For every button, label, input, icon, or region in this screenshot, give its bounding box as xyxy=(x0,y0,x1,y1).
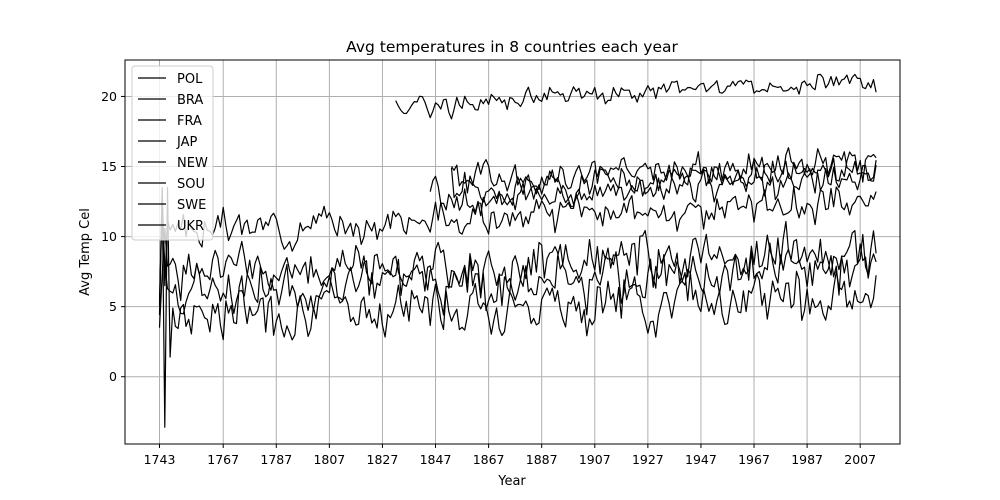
legend-box xyxy=(131,65,214,241)
series-line-bra xyxy=(395,73,877,120)
plot-frame xyxy=(124,59,901,445)
x-tick-label: 1907 xyxy=(579,452,611,467)
legend: POL BRA FRA JAP NEW SOU SWE UKR xyxy=(131,65,214,241)
series-line-fra xyxy=(158,185,877,307)
chart-title: Avg temperatures in 8 countries each yea… xyxy=(346,38,678,56)
y-axis-ticks: 0 5 10 15 20 xyxy=(101,89,125,384)
legend-label-ukr: UKR xyxy=(177,219,204,234)
x-tick-label: 1743 xyxy=(144,452,176,467)
x-tick-label: 1947 xyxy=(685,452,717,467)
x-tick-label: 1967 xyxy=(738,452,770,467)
x-tick-label: 2007 xyxy=(844,452,876,467)
y-axis-label: Avg Temp Cel xyxy=(78,208,93,296)
x-tick-label: 1767 xyxy=(207,452,239,467)
y-tick-label: 10 xyxy=(101,229,117,244)
series-line-ukr xyxy=(158,208,877,316)
series-lines xyxy=(158,73,877,428)
y-tick-label: 5 xyxy=(109,299,117,314)
series-line-pol xyxy=(158,220,877,328)
y-tick-label: 0 xyxy=(109,369,117,384)
y-tick-label: 15 xyxy=(101,159,117,174)
x-tick-label: 1867 xyxy=(473,452,505,467)
legend-label-bra: BRA xyxy=(177,93,203,108)
legend-label-new: NEW xyxy=(177,156,208,171)
legend-label-jap: JAP xyxy=(176,135,197,150)
x-tick-label: 1847 xyxy=(420,452,452,467)
x-tick-label: 1927 xyxy=(632,452,664,467)
x-tick-label: 1787 xyxy=(260,452,292,467)
x-tick-label: 1807 xyxy=(313,452,345,467)
y-tick-label: 20 xyxy=(101,89,117,104)
legend-label-fra: FRA xyxy=(177,114,202,129)
legend-label-swe: SWE xyxy=(177,198,206,213)
legend-label-pol: POL xyxy=(177,72,203,87)
x-axis-ticks: 1743 1767 1787 1807 1827 1847 1867 1887 1907 1927… xyxy=(144,444,876,467)
x-tick-label: 1987 xyxy=(791,452,823,467)
series-line-sou xyxy=(450,148,877,206)
x-tick-label: 1887 xyxy=(526,452,558,467)
x-tick-label: 1827 xyxy=(367,452,399,467)
legend-label-sou: SOU xyxy=(177,177,205,192)
x-axis-label: Year xyxy=(497,474,526,489)
